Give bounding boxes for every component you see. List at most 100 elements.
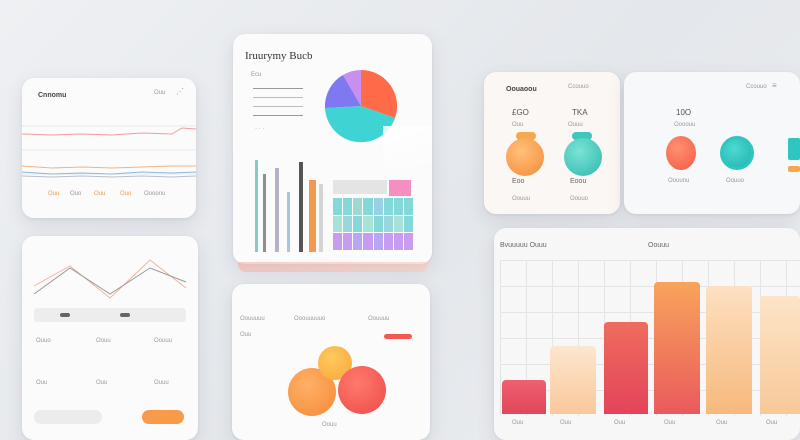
trend-card-menu[interactable]: Ouu <box>154 90 166 96</box>
table-chip-2 <box>120 313 130 317</box>
main-chart-card[interactable]: Iruurymy Bucb Ecu · · · <box>233 34 432 264</box>
stat-tag-teal <box>572 132 592 140</box>
column-6 <box>309 180 316 252</box>
table-header-bar <box>34 308 186 322</box>
trend-foot-3: Ouu <box>94 191 106 197</box>
stats-card[interactable]: Oouaoou Ccouuo £GO Ouu TKA Ouuu Eoo Eoou… <box>484 72 620 214</box>
stat-caption-3: Oouunu <box>668 178 690 184</box>
crossing-lines-chart <box>33 259 187 299</box>
bar-label-4: Ouu <box>664 420 676 426</box>
stat-label-1: Ouu <box>512 122 524 128</box>
bar-label-6: Ouu <box>766 420 778 426</box>
column-3 <box>275 168 279 252</box>
table-chip-1 <box>60 313 70 317</box>
stats-side-chip-1 <box>788 138 800 160</box>
stat-value-1: £GO <box>512 108 529 117</box>
pie-slice-purple <box>324 75 361 108</box>
bars-card-title-right: Oouuu <box>648 242 670 249</box>
pie-slice-red <box>361 69 398 118</box>
column-header-pink <box>389 180 411 196</box>
main-card-subtitle: Ecu <box>251 72 262 78</box>
stats-footer-1: Oouuu <box>512 196 531 202</box>
column-4 <box>287 192 290 252</box>
stats-footer-2: Oouuo <box>570 196 589 202</box>
pie-slice-teal <box>325 106 395 143</box>
secondary-button[interactable] <box>34 410 102 424</box>
bar-1 <box>502 380 546 414</box>
stat-orb-cyan <box>720 136 754 170</box>
stats-header-left: Oouaoou <box>506 86 537 93</box>
bars-card-title: Bvuuuuu Ouuu <box>500 242 547 249</box>
table-cell-1-3: Oouuu <box>154 338 173 344</box>
stat-value-3: 10O <box>676 108 692 117</box>
stat-label-3: Oooouu <box>674 122 696 128</box>
bubbles-header-2: Ooouuuuuo <box>294 316 326 322</box>
pie-highlight <box>383 126 432 166</box>
trend-foot-5: Oooonu <box>144 191 166 197</box>
stat-value-2: TKA <box>572 108 588 117</box>
column-chart <box>253 156 415 252</box>
lines-series-gray <box>33 267 187 295</box>
mini-table-labels: · · · <box>255 126 265 132</box>
table-cell-2-2: Ouu <box>96 380 108 386</box>
column-header-band <box>333 180 387 194</box>
stats-right-header: Ccouuo <box>746 84 767 90</box>
bubbles-tag <box>384 334 412 339</box>
bubbles-label-1: Ouu <box>240 332 252 338</box>
main-card-title: Iruurymy Bucb <box>245 50 313 62</box>
stats-side-chip-2 <box>788 166 800 172</box>
bar-label-3: Ouu <box>614 420 626 426</box>
bubbles-label-2: Oouu <box>322 422 337 428</box>
column-7 <box>319 184 323 252</box>
trend-foot-2: Ouo <box>70 191 82 197</box>
column-5 <box>299 162 303 252</box>
pie-slice-violet <box>343 70 361 106</box>
table-cell-2-1: Ouu <box>36 380 48 386</box>
primary-button[interactable] <box>142 410 184 424</box>
table-cell-2-3: Ouuu <box>154 380 169 386</box>
stat-tag-orange <box>516 132 536 140</box>
bubble-red <box>338 366 386 414</box>
trend-foot-1: Ouu <box>48 191 60 197</box>
bar-4 <box>654 282 700 414</box>
lines-card[interactable]: Ouuo Oouu Oouuu Ouu Ouu Ouuu <box>22 236 198 440</box>
bar-5 <box>706 286 752 414</box>
trend-series-gray <box>22 175 196 178</box>
bubbles-header-3: Oouuuu <box>368 316 390 322</box>
stat-caption-2: Eoou <box>570 178 587 185</box>
bar-3 <box>604 322 648 414</box>
bar-6 <box>760 296 800 414</box>
bars-plot <box>500 260 800 414</box>
more-icon[interactable]: ⋰ <box>176 87 184 96</box>
table-cell-1-1: Ouuo <box>36 338 51 344</box>
stats-card-right[interactable]: Ccouuo ≡ 10O Oooouu Oouunu Oouuo <box>624 72 800 214</box>
bar-label-5: Ouu <box>716 420 728 426</box>
trend-foot-4: Ouo <box>120 191 132 197</box>
stat-label-2: Ouuu <box>568 122 583 128</box>
stats-right-menu-icon[interactable]: ≡ <box>772 81 777 90</box>
stat-orb-orange <box>506 138 544 176</box>
main-pie-chart <box>324 69 398 143</box>
stat-orb-teal <box>564 138 602 176</box>
bar-2 <box>550 346 596 414</box>
mini-table <box>253 86 303 120</box>
table-cell-1-2: Oouu <box>96 338 111 344</box>
bars-card[interactable]: Bvuuuuu Ouuu Oouuu Ouu Ouu Ouu Ouu Ouu O… <box>494 228 800 440</box>
trend-series-blue <box>22 171 196 175</box>
main-card-reflection <box>238 262 428 272</box>
trend-line-chart <box>22 125 196 178</box>
trend-card[interactable]: Cnnomu Ouu ⋰ Ouu Ouo Ouu Ouo Oooonu <box>22 78 196 218</box>
stat-caption-1: Eoo <box>512 178 525 185</box>
stats-header-right: Ccouuo <box>568 84 589 90</box>
bubbles-header-1: Oouuuuu <box>240 316 265 322</box>
trend-series-red <box>22 127 196 136</box>
column-2 <box>263 174 266 252</box>
column-1 <box>255 160 258 252</box>
heat-grid <box>333 198 413 250</box>
bar-label-2: Ouu <box>560 420 572 426</box>
trend-series-orange <box>22 165 196 169</box>
stat-orb-red <box>666 136 696 170</box>
trend-card-title: Cnnomu <box>38 92 67 99</box>
bubbles-card[interactable]: Oouuuuu Ooouuuuuo Oouuuu Ouu Oouu <box>232 284 430 440</box>
lines-series-orange <box>33 259 187 299</box>
